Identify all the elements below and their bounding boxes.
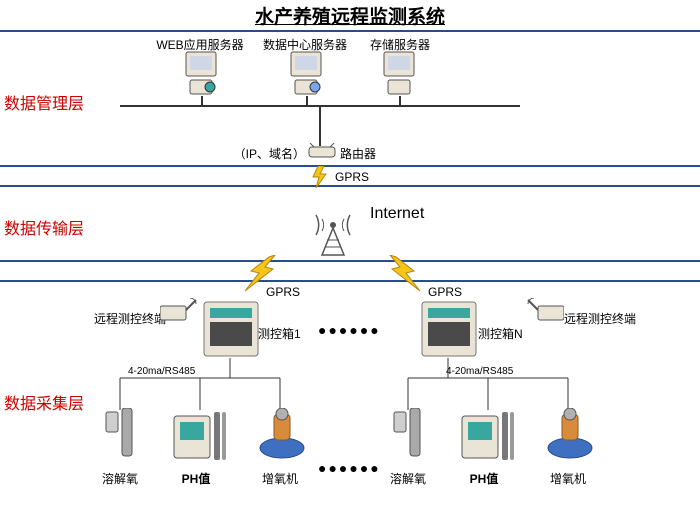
aerator-icon — [258, 408, 306, 468]
page-title: 水产养殖远程监测系统 — [0, 2, 700, 29]
server-icon — [180, 50, 224, 98]
dissolved-oxygen-sensor-icon — [100, 408, 140, 468]
box-label-1: 测控箱1 — [258, 325, 308, 342]
control-box-icon — [200, 298, 262, 360]
ellipsis: ●●●●●● — [318, 460, 381, 476]
gprs-label: GPRS — [258, 285, 308, 299]
control-box-icon — [418, 298, 480, 360]
sensor-label-o2: 溶解氧 — [388, 470, 428, 487]
sensor-label-aerator: 增氧机 — [260, 470, 300, 487]
layer-label-3: 数据采集层 — [4, 390, 84, 414]
router-ip-label: （IP、域名） — [225, 145, 305, 162]
lightning-icon — [310, 166, 332, 188]
protocol-label: 4-20ma/RS485 — [128, 366, 195, 377]
box-label-n: 测控箱N — [478, 325, 528, 342]
wireless-terminal-icon — [160, 298, 198, 322]
aerator-icon — [546, 408, 594, 468]
sensor-label-aerator: 增氧机 — [548, 470, 588, 487]
antenna-tower-icon — [310, 205, 356, 257]
divider — [0, 280, 700, 282]
sensor-label-ph: PH值 — [176, 470, 216, 487]
ph-meter-icon — [172, 408, 228, 468]
sensor-label-o2: 溶解氧 — [100, 470, 140, 487]
server-icon — [378, 50, 422, 98]
dissolved-oxygen-sensor-icon — [388, 408, 428, 468]
ph-meter-icon — [460, 408, 516, 468]
gprs-label: GPRS — [335, 170, 385, 184]
terminal-label-left: 远程测控终端 — [90, 310, 170, 327]
divider — [0, 185, 700, 187]
divider — [0, 260, 700, 262]
terminal-label-right: 远程测控终端 — [560, 310, 640, 327]
server-icon — [285, 50, 329, 98]
layer-label-2: 数据传输层 — [4, 215, 84, 239]
router-label: 路由器 — [340, 145, 390, 162]
protocol-label: 4-20ma/RS485 — [446, 366, 513, 377]
ellipsis: ●●●●●● — [318, 322, 381, 338]
gprs-label: GPRS — [420, 285, 470, 299]
internet-label: Internet — [370, 205, 424, 223]
wireless-terminal-icon — [526, 298, 564, 322]
router-icon — [308, 143, 336, 161]
sensor-label-ph: PH值 — [464, 470, 504, 487]
divider — [0, 30, 700, 32]
